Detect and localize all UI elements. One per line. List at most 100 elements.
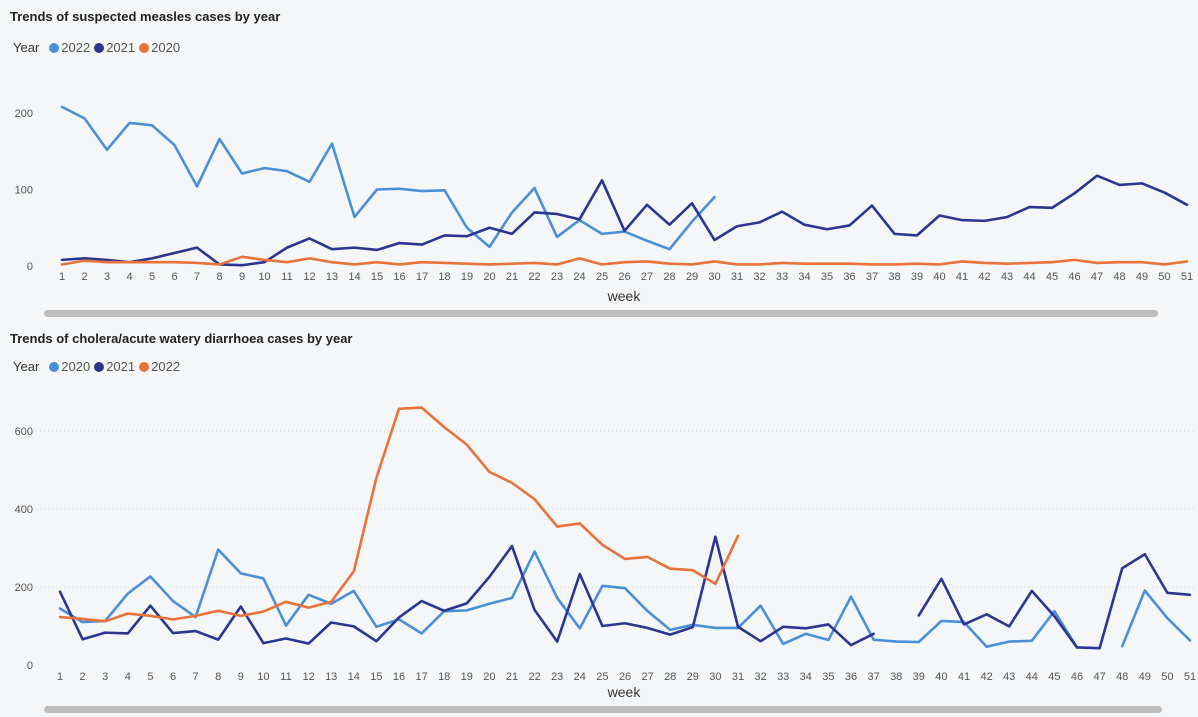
- x-tick-label: 42: [980, 671, 992, 683]
- series-line-2020[interactable]: [60, 255, 1189, 266]
- x-tick-label: 4: [126, 271, 132, 283]
- x-tick-label: 38: [890, 671, 902, 683]
- legend-item[interactable]: 2021: [94, 40, 135, 55]
- x-tick-label: 15: [370, 671, 382, 683]
- legend: Year 2022 2021 2020: [13, 40, 184, 55]
- legend-item[interactable]: 2022: [49, 40, 90, 55]
- x-tick-label: 18: [438, 671, 450, 683]
- x-tick-label: 16: [393, 271, 405, 283]
- legend-item[interactable]: 2020: [49, 359, 90, 374]
- y-tick-label: 200: [15, 582, 33, 594]
- x-tick-label: 45: [1048, 671, 1060, 683]
- x-tick-label: 26: [618, 271, 630, 283]
- series-line-2021[interactable]: [58, 535, 875, 647]
- x-tick-label: 23: [551, 271, 563, 283]
- x-tick-label: 32: [754, 671, 766, 683]
- x-tick-label: 47: [1093, 671, 1105, 683]
- legend-item[interactable]: 2022: [139, 359, 180, 374]
- x-tick-label: 9: [238, 671, 244, 683]
- x-tick-label: 41: [958, 671, 970, 683]
- x-tick-label: 37: [867, 671, 879, 683]
- x-tick-label: 42: [978, 271, 990, 283]
- x-tick-label: 17: [415, 671, 427, 683]
- legend-label: 2020: [61, 359, 91, 374]
- x-tick-label: 26: [619, 671, 631, 683]
- x-tick-label: 30: [709, 671, 721, 683]
- legend-label: 2021: [106, 359, 136, 374]
- x-tick-label: 8: [215, 671, 221, 683]
- horizontal-scrollbar[interactable]: [44, 706, 1162, 713]
- x-tick-label: 13: [325, 671, 337, 683]
- x-tick-label: 33: [777, 671, 789, 683]
- x-tick-label: 44: [1026, 671, 1038, 683]
- x-tick-label: 17: [416, 271, 428, 283]
- series-line-2021[interactable]: [60, 174, 1189, 267]
- legend-dot-icon: [139, 361, 150, 372]
- x-tick-label: 29: [686, 271, 698, 283]
- x-tick-label: 51: [1184, 671, 1196, 683]
- x-tick-label: 24: [573, 271, 585, 283]
- x-tick-label: 6: [170, 671, 176, 683]
- x-tick-label: 11: [281, 271, 292, 283]
- legend-label: 2022: [151, 359, 181, 374]
- x-tick-label: 12: [302, 671, 314, 683]
- legend-item[interactable]: 2021: [94, 359, 135, 374]
- x-tick-label: 49: [1139, 671, 1151, 683]
- cholera-chart-panel: Trends of cholera/acute watery diarrhoea…: [0, 326, 1198, 717]
- x-axis-title: week: [607, 684, 642, 700]
- horizontal-scrollbar[interactable]: [44, 310, 1158, 317]
- x-tick-label: 47: [1091, 271, 1103, 283]
- x-tick-label: 50: [1158, 271, 1170, 283]
- x-tick-label: 48: [1116, 671, 1128, 683]
- x-tick-label: 43: [1003, 671, 1015, 683]
- x-tick-label: 4: [125, 671, 131, 683]
- x-tick-label: 37: [866, 271, 878, 283]
- legend: Year 2020 2021 2022: [13, 359, 184, 374]
- x-tick-label: 18: [438, 271, 450, 283]
- y-tick-label: 600: [15, 426, 33, 438]
- x-tick-label: 3: [102, 671, 108, 683]
- x-tick-label: 1: [57, 671, 63, 683]
- x-tick-label: 49: [1136, 271, 1148, 283]
- x-tick-label: 24: [574, 671, 586, 683]
- x-tick-label: 34: [800, 671, 812, 683]
- x-tick-label: 9: [239, 271, 245, 283]
- x-tick-label: 20: [483, 671, 495, 683]
- y-tick-label: 100: [15, 185, 33, 197]
- series-line-2021[interactable]: [917, 552, 1192, 650]
- x-tick-label: 23: [551, 671, 563, 683]
- legend-dot-icon: [94, 361, 105, 372]
- legend-dot-icon: [49, 42, 60, 53]
- x-tick-label: 13: [326, 271, 338, 283]
- x-tick-label: 6: [171, 271, 177, 283]
- x-tick-label: 19: [461, 671, 473, 683]
- x-tick-label: 16: [393, 671, 405, 683]
- x-tick-label: 15: [371, 271, 383, 283]
- x-tick-label: 50: [1161, 671, 1173, 683]
- measles-chart-panel: Trends of suspected measles cases by yea…: [0, 0, 1198, 326]
- x-tick-label: 7: [194, 271, 200, 283]
- legend-label: 2021: [106, 40, 136, 55]
- legend-label: 2020: [151, 40, 181, 55]
- x-tick-label: 35: [821, 271, 833, 283]
- legend-item[interactable]: 2020: [139, 40, 180, 55]
- x-tick-label: 5: [147, 671, 153, 683]
- series-line-2022[interactable]: [60, 105, 716, 251]
- x-tick-label: 22: [528, 671, 540, 683]
- x-tick-label: 10: [258, 271, 270, 283]
- x-tick-label: 10: [257, 671, 269, 683]
- x-tick-label: 36: [843, 271, 855, 283]
- series-line-2020[interactable]: [58, 548, 1079, 649]
- x-tick-label: 19: [461, 271, 473, 283]
- x-tick-label: 40: [935, 671, 947, 683]
- chart-title: Trends of suspected measles cases by yea…: [10, 9, 281, 24]
- legend-dot-icon: [94, 42, 105, 53]
- series-line-2020[interactable]: [1120, 589, 1192, 648]
- series-line-2022[interactable]: [58, 406, 740, 623]
- x-tick-label: 20: [483, 271, 495, 283]
- x-tick-label: 5: [149, 271, 155, 283]
- chart-title: Trends of cholera/acute watery diarrhoea…: [10, 331, 353, 346]
- x-tick-label: 46: [1071, 671, 1083, 683]
- x-tick-label: 27: [641, 271, 653, 283]
